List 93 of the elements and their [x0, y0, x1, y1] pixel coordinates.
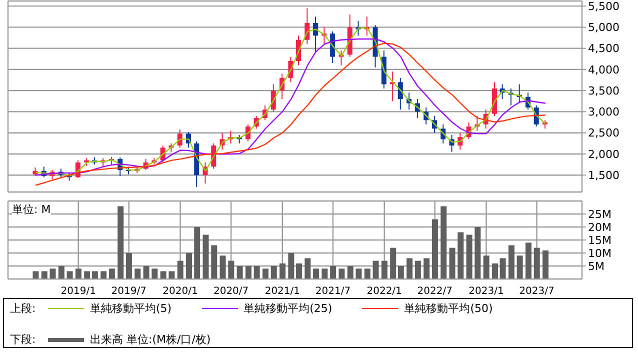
- legend-title: 下段:: [10, 332, 37, 347]
- bar: [483, 256, 490, 279]
- bar: [280, 263, 286, 279]
- bar: [338, 268, 345, 279]
- bar: [186, 253, 192, 279]
- bar: [75, 268, 82, 279]
- x-tick-label: 2021/7: [315, 286, 351, 298]
- bar: [134, 268, 141, 279]
- y-tick-label: 5,000: [588, 21, 620, 34]
- bar: [500, 258, 506, 279]
- bar: [525, 242, 532, 279]
- bar: [84, 271, 90, 279]
- candlestick: [398, 77, 403, 110]
- bar: [534, 248, 540, 279]
- bar: [449, 248, 456, 279]
- bar: [32, 271, 39, 279]
- y-tick-label: 20M: [588, 220, 612, 234]
- bar: [245, 266, 252, 279]
- x-tick-label: 2022/7: [417, 286, 452, 298]
- bar: [322, 268, 328, 279]
- bar: [118, 206, 124, 279]
- bar: [414, 260, 421, 279]
- bar: [458, 232, 464, 279]
- y-tick-label: 15M: [588, 234, 612, 247]
- x-tick-label: 2020/7: [213, 286, 249, 298]
- legend-label: 単純移動平均(50): [404, 301, 493, 316]
- y-tick-label: 25M: [588, 208, 612, 221]
- bar: [236, 266, 243, 279]
- x-tick-label: 2023/1: [468, 286, 504, 298]
- x-tick-label: 2019/7: [111, 286, 146, 298]
- y-tick-label: 2,000: [588, 148, 620, 161]
- bar: [390, 248, 396, 279]
- bar: [143, 266, 150, 279]
- legend-label: 単純移動平均(5): [90, 301, 172, 316]
- bar: [177, 260, 184, 279]
- bar: [296, 263, 302, 279]
- bar: [228, 260, 234, 279]
- x-tick-label: 2022/1: [366, 286, 402, 298]
- bar: [220, 256, 226, 279]
- bar: [202, 234, 209, 279]
- y-tick-label: 3,000: [588, 106, 620, 119]
- bar: [466, 234, 472, 279]
- bar: [194, 227, 200, 279]
- bar: [288, 253, 294, 279]
- y-axis-title: 単位: M: [12, 202, 51, 217]
- bar: [160, 271, 166, 279]
- bar: [92, 271, 98, 279]
- bar: [474, 227, 481, 279]
- x-tick-label: 2020/1: [162, 286, 198, 298]
- bar: [168, 271, 175, 279]
- bar: [492, 263, 498, 279]
- bar: [398, 266, 404, 279]
- y-tick-label: 2,500: [588, 126, 620, 140]
- bar: [356, 268, 362, 279]
- bar: [364, 268, 370, 279]
- bar: [100, 271, 107, 279]
- bar: [126, 253, 132, 279]
- bar: [516, 256, 523, 279]
- bar: [313, 268, 320, 279]
- bar: [542, 250, 549, 279]
- bar: [152, 268, 158, 279]
- bar: [108, 268, 115, 279]
- legend-label: 単純移動平均(25): [244, 301, 332, 316]
- bar: [41, 271, 48, 279]
- bar: [211, 245, 218, 279]
- bar: [254, 266, 260, 279]
- bar: [440, 206, 447, 279]
- legend-label: 出来高 単位:(M株/口/枚): [90, 332, 211, 347]
- bar: [50, 268, 56, 279]
- y-tick-label: 5,500: [588, 0, 620, 13]
- legend-title: 上段:: [10, 301, 37, 316]
- bar: [347, 266, 354, 279]
- bar: [330, 266, 336, 279]
- bar: [58, 266, 64, 279]
- y-tick-label: 5M: [588, 260, 604, 273]
- bar: [432, 219, 438, 279]
- bar: [270, 266, 277, 279]
- bar: [424, 258, 430, 279]
- bar: [262, 268, 268, 279]
- y-tick-label: 10M: [588, 246, 612, 260]
- y-tick-label: 4,500: [588, 42, 620, 56]
- y-tick-label: 3,500: [588, 84, 620, 98]
- y-tick-label: 1,500: [588, 169, 620, 182]
- bar: [508, 245, 514, 279]
- x-tick-label: 2021/1: [264, 286, 300, 298]
- bar: [406, 258, 413, 279]
- x-tick-label: 2023/7: [519, 286, 554, 298]
- bar: [372, 260, 379, 279]
- x-tick-label: 2019/1: [60, 286, 96, 298]
- bar: [66, 271, 73, 279]
- bar: [304, 258, 311, 279]
- y-tick-label: 4,000: [588, 63, 620, 76]
- bar: [381, 260, 388, 279]
